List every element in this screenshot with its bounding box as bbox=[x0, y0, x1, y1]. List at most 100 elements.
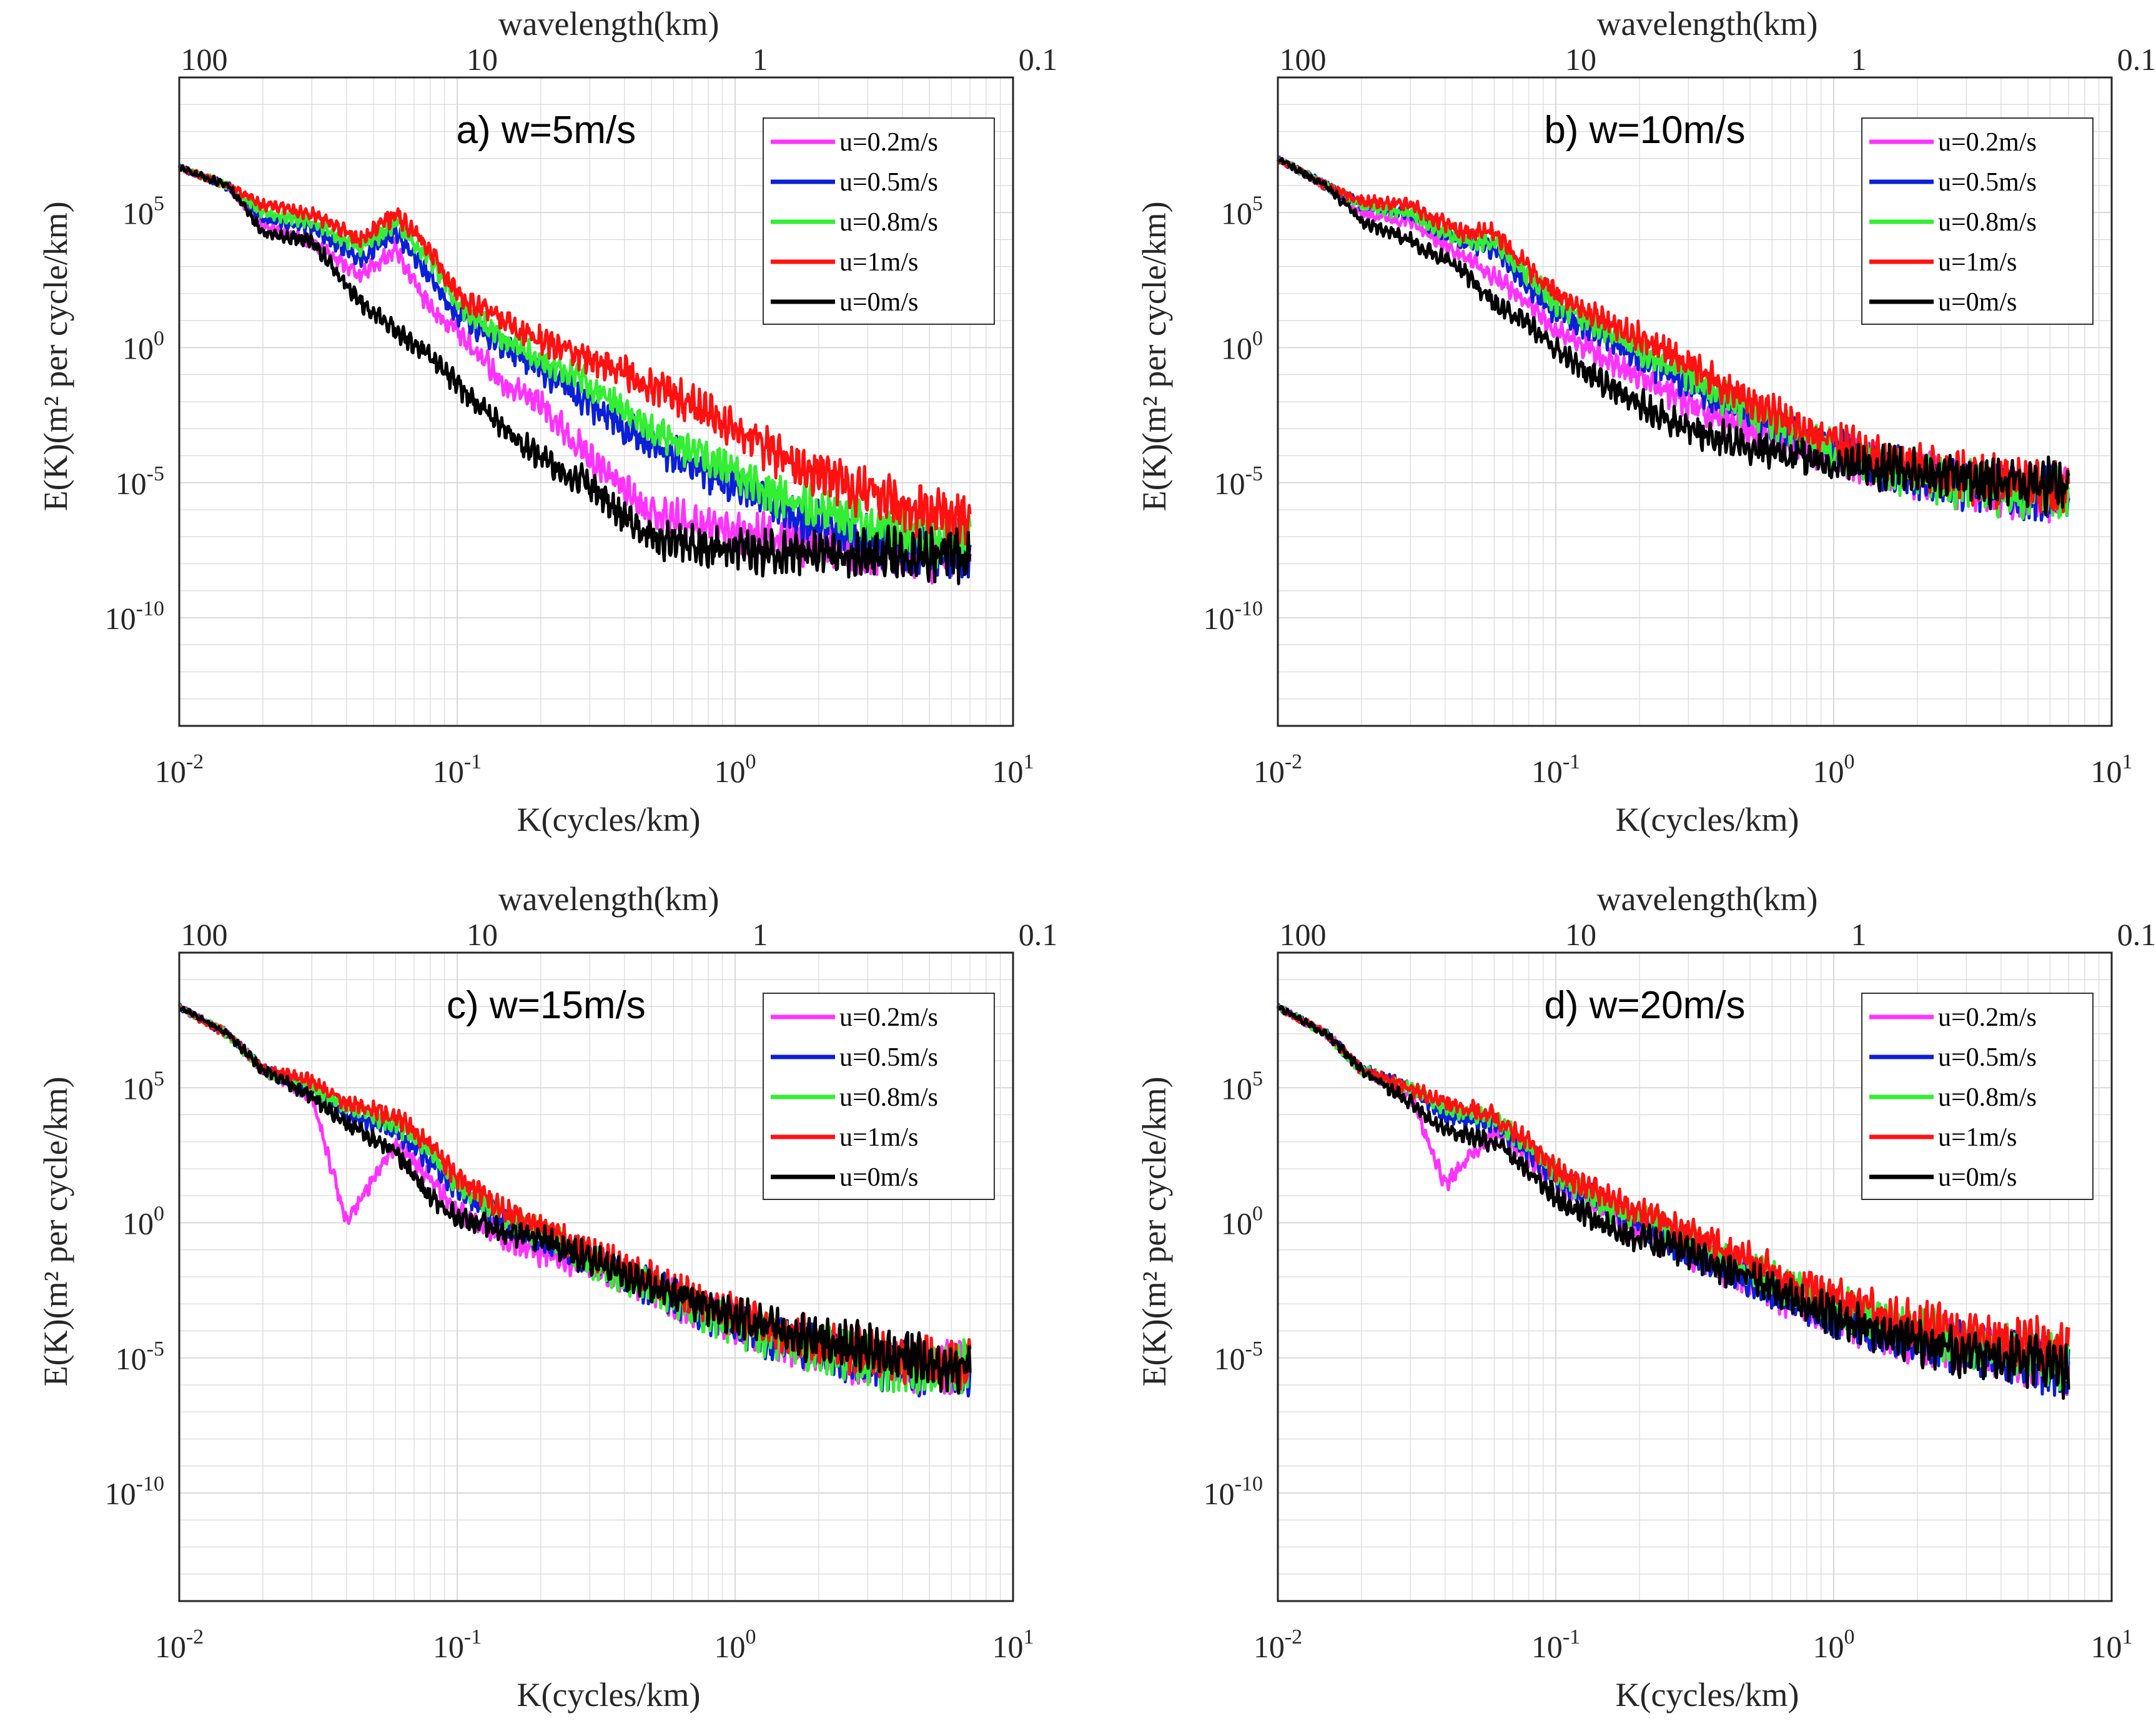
top-tick-label: 1 bbox=[753, 917, 768, 952]
legend-label: u=0.5m/s bbox=[1938, 1043, 2037, 1072]
x-tick-label: 10-2 bbox=[1254, 1625, 1302, 1664]
y-tick-label: 100 bbox=[122, 327, 164, 366]
x-tick-label: 100 bbox=[1813, 750, 1855, 789]
top-tick-label: 1 bbox=[1851, 917, 1867, 952]
top-tick-label: 10 bbox=[1565, 42, 1596, 77]
x-tick-label: 10-1 bbox=[1531, 750, 1580, 789]
top-tick-label: 10 bbox=[467, 42, 498, 77]
top-axis-title: wavelength(km) bbox=[498, 880, 719, 918]
y-axis-title: E(K)(m² per cycle/km) bbox=[1135, 1076, 1173, 1386]
panel-title: c) w=15m/s bbox=[447, 984, 646, 1027]
legend-label: u=0.5m/s bbox=[1938, 168, 2037, 197]
top-tick-label: 100 bbox=[181, 42, 228, 77]
top-tick-label: 0.1 bbox=[2117, 42, 2156, 77]
x-tick-label: 101 bbox=[2091, 1625, 2133, 1664]
axes-box bbox=[178, 76, 1014, 727]
y-tick-label: 10-5 bbox=[116, 1337, 164, 1376]
series-line-u=0m/s bbox=[1276, 1004, 2070, 1400]
top-tick-label: 1 bbox=[753, 42, 768, 77]
legend-label: u=0.5m/s bbox=[839, 168, 938, 197]
x-tick-label: 10-2 bbox=[155, 750, 204, 789]
x-tick-label: 10-1 bbox=[433, 750, 482, 789]
series-group bbox=[1276, 1003, 2070, 1400]
top-axis-title: wavelength(km) bbox=[498, 5, 719, 42]
legend-label: u=0.2m/s bbox=[1938, 1003, 2037, 1032]
series-group bbox=[1276, 155, 2070, 524]
top-tick-label: 100 bbox=[1280, 917, 1327, 952]
series-line-u=0m/s bbox=[178, 1006, 972, 1395]
legend-label: u=0m/s bbox=[1938, 288, 2017, 317]
legend-label: u=0m/s bbox=[1938, 1163, 2017, 1192]
panel-title: d) w=20m/s bbox=[1544, 984, 1745, 1027]
legend-label: u=0.8m/s bbox=[1938, 1083, 2037, 1112]
panel-title: b) w=10m/s bbox=[1544, 109, 1745, 152]
axes-box bbox=[1277, 951, 2113, 1602]
legend-label: u=0.5m/s bbox=[839, 1043, 938, 1072]
top-tick-label: 100 bbox=[1280, 42, 1327, 77]
x-tick-label: 10-2 bbox=[1254, 750, 1302, 789]
y-tick-label: 105 bbox=[122, 192, 164, 231]
x-axis-title: K(cycles/km) bbox=[517, 801, 701, 838]
y-tick-label: 105 bbox=[1221, 1067, 1263, 1106]
x-tick-label: 10-1 bbox=[433, 1625, 482, 1664]
top-axis-title: wavelength(km) bbox=[1597, 5, 1818, 42]
x-tick-label: 101 bbox=[992, 750, 1034, 789]
y-axis-title: E(K)(m² per cycle/km) bbox=[37, 201, 74, 511]
top-tick-label: 10 bbox=[1565, 917, 1596, 952]
series-line-u=0.8m/s bbox=[177, 165, 972, 569]
series-line-u=0m/s bbox=[178, 164, 972, 585]
y-axis-title: E(K)(m² per cycle/km) bbox=[37, 1076, 74, 1386]
legend-label: u=0.8m/s bbox=[839, 1083, 938, 1112]
legend-label: u=0m/s bbox=[839, 1163, 918, 1192]
x-axis-title: K(cycles/km) bbox=[1616, 801, 1799, 838]
y-axis-title: E(K)(m² per cycle/km) bbox=[1135, 201, 1173, 511]
x-tick-label: 101 bbox=[2091, 750, 2133, 789]
y-tick-label: 10-10 bbox=[1204, 1472, 1263, 1511]
y-tick-label: 105 bbox=[122, 1067, 164, 1106]
series-line-u=0m/s bbox=[1276, 157, 2070, 517]
legend-label: u=0.2m/s bbox=[1938, 128, 2037, 157]
legend: u=0.2m/s u=0.5m/s u=0.8m/s u=1m/s u=0m/s bbox=[763, 993, 995, 1200]
x-tick-label: 10-2 bbox=[155, 1625, 204, 1664]
x-tick-label: 100 bbox=[715, 750, 756, 789]
legend-label: u=1m/s bbox=[839, 1123, 918, 1152]
y-tick-label: 100 bbox=[1221, 1203, 1263, 1241]
top-tick-label: 10 bbox=[467, 917, 498, 952]
top-tick-label: 0.1 bbox=[1019, 42, 1058, 77]
y-tick-label: 10-10 bbox=[1204, 597, 1263, 636]
legend-label: u=0m/s bbox=[839, 288, 918, 317]
legend: u=0.2m/s u=0.5m/s u=0.8m/s u=1m/s u=0m/s bbox=[1861, 993, 2094, 1200]
series-line-u=1m/s bbox=[177, 165, 972, 546]
x-tick-label: 101 bbox=[992, 1625, 1034, 1664]
legend-label: u=1m/s bbox=[1938, 1123, 2017, 1152]
x-tick-label: 100 bbox=[715, 1625, 756, 1664]
legend-label: u=0.2m/s bbox=[839, 128, 938, 157]
y-tick-label: 10-5 bbox=[116, 462, 164, 501]
y-tick-label: 100 bbox=[122, 1203, 164, 1241]
panel-title: a) w=5m/s bbox=[457, 109, 636, 152]
legend-label: u=0.2m/s bbox=[839, 1003, 938, 1032]
x-axis-title: K(cycles/km) bbox=[1616, 1676, 1799, 1714]
y-tick-label: 10-5 bbox=[1214, 462, 1263, 501]
series-group bbox=[177, 1003, 972, 1398]
legend: u=0.2m/s u=0.5m/s u=0.8m/s u=1m/s u=0m/s bbox=[763, 117, 995, 325]
x-tick-label: 10-1 bbox=[1531, 1625, 1580, 1664]
legend-label: u=0.8m/s bbox=[1938, 208, 2037, 237]
legend-label: u=1m/s bbox=[1938, 248, 2017, 277]
top-tick-label: 0.1 bbox=[1019, 917, 1058, 952]
series-line-u=0.8m/s bbox=[1277, 157, 2070, 520]
x-axis-title: K(cycles/km) bbox=[517, 1676, 701, 1714]
top-tick-label: 0.1 bbox=[2117, 917, 2156, 952]
x-tick-label: 100 bbox=[1813, 1625, 1855, 1664]
axes-box bbox=[1277, 76, 2113, 727]
y-tick-label: 10-5 bbox=[1214, 1337, 1263, 1376]
legend: u=0.2m/s u=0.5m/s u=0.8m/s u=1m/s u=0m/s bbox=[1861, 117, 2094, 325]
y-tick-label: 10-10 bbox=[105, 1472, 164, 1511]
y-tick-label: 10-10 bbox=[105, 597, 164, 636]
series-group bbox=[177, 164, 972, 585]
